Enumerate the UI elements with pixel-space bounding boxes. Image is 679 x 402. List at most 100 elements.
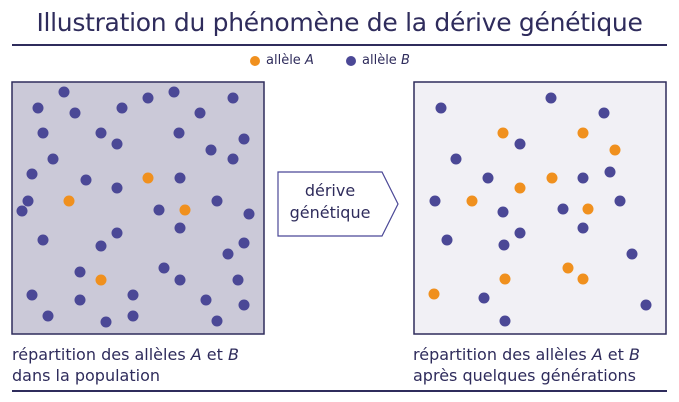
- population-allele-b-dot: [26, 168, 38, 180]
- legend-label-a: allèle A: [266, 53, 314, 68]
- generations-allele-a-dot: [562, 262, 574, 274]
- drift-arrow-line1: dérive: [304, 181, 356, 200]
- population-allele-b-dot: [100, 316, 112, 328]
- generations-allele-b-dot: [441, 234, 453, 246]
- population-dots: [16, 86, 255, 328]
- generations-allele-b-dot: [514, 138, 526, 150]
- generations-allele-b-dot: [482, 172, 494, 184]
- population-allele-b-dot: [238, 237, 250, 249]
- generations-allele-b-dot: [450, 153, 462, 165]
- population-allele-a-dot: [179, 204, 191, 216]
- generations-allele-b-dot: [640, 299, 652, 311]
- population-allele-b-dot: [74, 294, 86, 306]
- population-allele-a-dot: [95, 274, 107, 286]
- population-panel: [11, 81, 265, 335]
- generations-allele-b-dot: [577, 172, 589, 184]
- population-allele-b-dot: [173, 127, 185, 139]
- population-allele-b-dot: [174, 274, 186, 286]
- population-allele-b-dot: [174, 172, 186, 184]
- generations-allele-a-dot: [514, 182, 526, 194]
- population-allele-b-dot: [127, 310, 139, 322]
- generations-caption: répartition des allèles A et B après que…: [413, 344, 640, 386]
- legend-item-allele-b: allèle B: [346, 53, 410, 68]
- population-caption-line1: répartition des allèles A et B: [12, 345, 239, 364]
- population-allele-b-dot: [158, 262, 170, 274]
- allele-b-swatch: [346, 55, 356, 66]
- generations-allele-a-dot: [546, 172, 558, 184]
- population-allele-b-dot: [111, 227, 123, 239]
- population-allele-b-dot: [222, 248, 234, 260]
- generations-allele-a-dot: [497, 127, 509, 139]
- title-underline: [12, 44, 667, 46]
- population-allele-a-dot: [142, 172, 154, 184]
- population-allele-b-dot: [58, 86, 70, 98]
- population-allele-b-dot: [200, 294, 212, 306]
- generations-allele-b-dot: [499, 315, 511, 327]
- population-allele-b-dot: [238, 133, 250, 145]
- population-allele-b-dot: [205, 144, 217, 156]
- generations-allele-b-dot: [604, 166, 616, 178]
- population-allele-b-dot: [111, 182, 123, 194]
- population-allele-b-dot: [194, 107, 206, 119]
- generations-panel: [413, 81, 667, 335]
- generations-allele-b-dot: [545, 92, 557, 104]
- generations-allele-a-dot: [499, 273, 511, 285]
- population-allele-b-dot: [211, 315, 223, 327]
- drift-arrow: [277, 171, 399, 237]
- generations-allele-b-dot: [478, 292, 490, 304]
- population-allele-b-dot: [95, 127, 107, 139]
- population-allele-b-dot: [153, 204, 165, 216]
- population-allele-b-dot: [16, 205, 28, 217]
- generations-allele-b-dot: [497, 206, 509, 218]
- drift-arrow-label: dérive génétique: [278, 180, 382, 224]
- legend-item-allele-a: allèle A: [250, 53, 314, 68]
- population-allele-b-dot: [32, 102, 44, 114]
- population-allele-b-dot: [142, 92, 154, 104]
- generations-allele-a-dot: [582, 203, 594, 215]
- generations-allele-b-dot: [498, 239, 510, 251]
- population-allele-b-dot: [37, 234, 49, 246]
- legend: allèle A allèle B: [0, 53, 679, 71]
- population-allele-b-dot: [22, 195, 34, 207]
- legend-label-b: allèle B: [362, 53, 410, 68]
- generations-allele-b-dot: [577, 222, 589, 234]
- population-allele-b-dot: [211, 195, 223, 207]
- population-allele-b-dot: [174, 222, 186, 234]
- population-allele-b-dot: [116, 102, 128, 114]
- population-caption: répartition des allèles A et B dans la p…: [12, 344, 239, 386]
- population-allele-b-dot: [127, 289, 139, 301]
- generations-caption-line2: après quelques générations: [413, 366, 636, 385]
- population-allele-b-dot: [47, 153, 59, 165]
- generations-allele-b-dot: [598, 107, 610, 119]
- population-allele-b-dot: [227, 92, 239, 104]
- allele-a-swatch: [250, 55, 260, 66]
- generations-allele-a-dot: [609, 144, 621, 156]
- population-allele-b-dot: [111, 138, 123, 150]
- population-allele-b-dot: [232, 274, 244, 286]
- generations-allele-b-dot: [514, 227, 526, 239]
- generations-caption-line1: répartition des allèles A et B: [413, 345, 640, 364]
- population-allele-b-dot: [42, 310, 54, 322]
- population-allele-a-dot: [63, 195, 75, 207]
- generations-allele-a-dot: [577, 127, 589, 139]
- generations-allele-b-dot: [435, 102, 447, 114]
- drift-arrow-line2: génétique: [289, 203, 371, 222]
- generations-dots: [428, 92, 652, 327]
- population-allele-b-dot: [80, 174, 92, 186]
- generations-allele-b-dot: [429, 195, 441, 207]
- population-allele-b-dot: [37, 127, 49, 139]
- population-allele-b-dot: [227, 153, 239, 165]
- population-allele-b-dot: [26, 289, 38, 301]
- population-allele-b-dot: [95, 240, 107, 252]
- population-allele-b-dot: [69, 107, 81, 119]
- generations-allele-b-dot: [557, 203, 569, 215]
- population-allele-b-dot: [74, 266, 86, 278]
- bottom-rule: [12, 390, 667, 392]
- page-title: Illustration du phénomène de la dérive g…: [36, 8, 643, 37]
- generations-allele-b-dot: [614, 195, 626, 207]
- population-caption-line2: dans la population: [12, 366, 160, 385]
- generations-allele-a-dot: [466, 195, 478, 207]
- generations-allele-a-dot: [428, 288, 440, 300]
- generations-allele-a-dot: [577, 273, 589, 285]
- population-allele-b-dot: [243, 208, 255, 220]
